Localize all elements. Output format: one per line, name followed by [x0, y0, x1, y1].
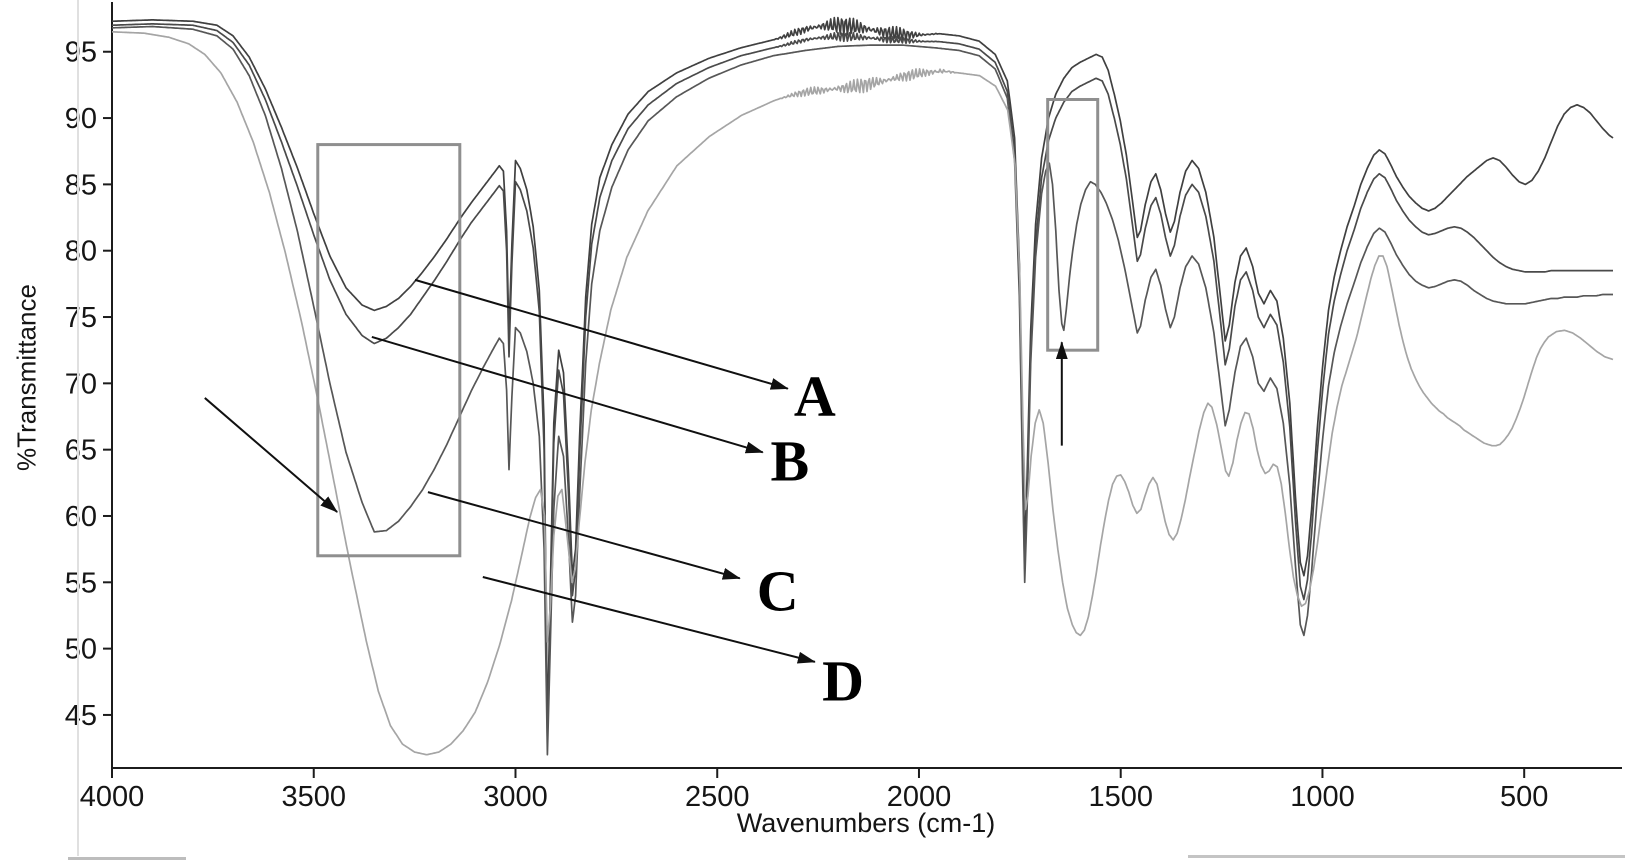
- curve-label-D: D: [822, 648, 864, 713]
- y-tick-label: 85: [65, 169, 97, 201]
- y-tick-label: 50: [65, 634, 97, 666]
- y-tick-label: 70: [65, 368, 97, 400]
- y-axis-title: %Transmittance: [11, 284, 42, 471]
- curve-label-B: B: [771, 428, 810, 493]
- x-tick-label: 1500: [1088, 781, 1153, 813]
- spectrum-curve-A: [112, 16, 1614, 730]
- amide-region-box: [1046, 97, 1100, 352]
- y-tick-label: 75: [65, 302, 97, 334]
- y-tick-label: 55: [65, 567, 97, 599]
- y-tick-label: 90: [65, 103, 97, 135]
- scan-artifact-bottom-right: [1188, 855, 1625, 858]
- y-tick-label: 45: [65, 700, 97, 732]
- curve-label-C: C: [757, 558, 799, 623]
- spectrum-curve-D: [111, 30, 1614, 756]
- x-tick-label: 4000: [80, 781, 145, 813]
- x-axis-title: Wavenumbers (cm-1): [736, 808, 996, 838]
- arrow-to-D: [482, 576, 816, 664]
- arrow-to-B: [371, 335, 764, 454]
- oh-band-arrow: [204, 397, 338, 513]
- spectrum-curve-C: [111, 25, 1613, 756]
- oh-region-box: [316, 143, 462, 558]
- y-tick-label: 65: [65, 435, 97, 467]
- x-tick-label: 3000: [483, 781, 548, 813]
- x-tick-label: 2500: [685, 781, 750, 813]
- x-tick-label: 3500: [281, 781, 346, 813]
- x-tick-label: 500: [1500, 781, 1548, 813]
- spectrum-curve-B: [112, 23, 1613, 743]
- y-tick-label: 80: [65, 236, 97, 268]
- curve-label-A: A: [794, 363, 836, 428]
- y-tick-label: 95: [65, 37, 97, 69]
- x-tick-label: 1000: [1290, 781, 1355, 813]
- scan-artifact-bottom-left: [68, 857, 186, 860]
- scan-artifact-left-edge: [77, 0, 79, 856]
- arrow-to-C: [427, 491, 741, 580]
- x-tick-label: 2000: [887, 781, 952, 813]
- arrow-to-A: [414, 278, 789, 390]
- y-tick-label: 60: [65, 501, 97, 533]
